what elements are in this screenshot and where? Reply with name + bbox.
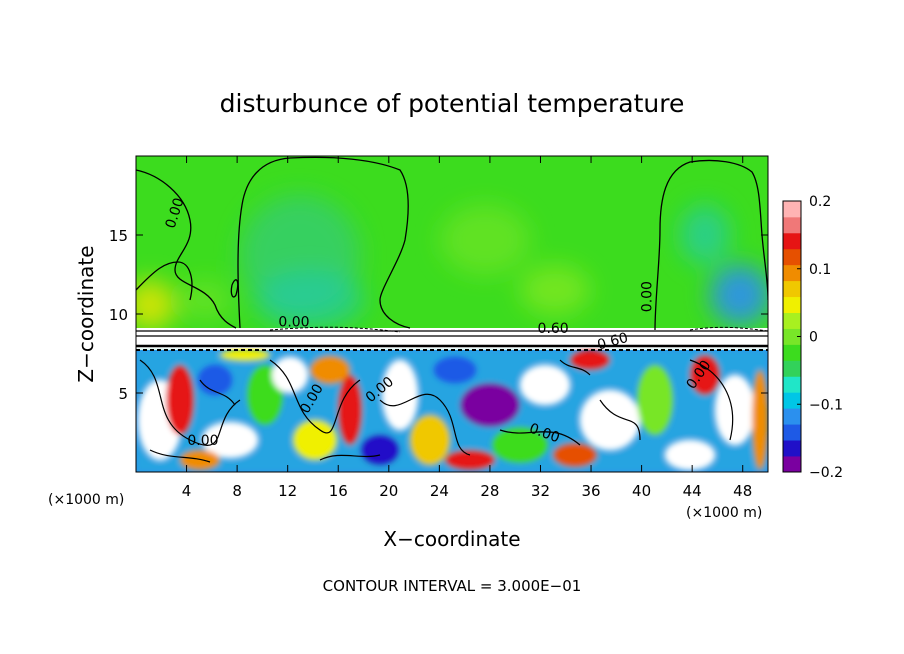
mid-band-lines [136,326,768,351]
x-tick-label: 36 [581,482,600,500]
x-tick-label: 48 [733,482,752,500]
upper-field-shading [136,195,768,330]
colorbar-swatch [783,201,801,218]
y-tick-label: 10 [109,306,128,324]
x-tick-label: 40 [632,482,651,500]
colorbar-tick-label: 0 [809,330,818,346]
y-axis-label: Z−coordinate [74,245,98,382]
colorbar-swatch [783,456,801,473]
colorbar-tick-label: −0.2 [809,465,843,481]
x-tick-label: 20 [379,482,398,500]
mid-band [136,328,768,348]
colorbar-swatch [783,216,801,234]
x-tick-label: 16 [329,482,348,500]
colorbar-tick-label: 0.1 [809,262,831,278]
contour-label: 0.00 [278,315,309,331]
chart-title: disturbunce of potential temperature [220,89,685,118]
colorbar-tick-label: −0.1 [809,397,843,413]
colorbar-swatch [783,440,801,457]
contour-label: 0.00 [640,281,656,312]
colorbar-swatch [783,360,801,377]
plot-field [136,156,768,472]
colorbar-swatch [783,424,801,441]
colorbar-tick-label: 0.2 [809,194,831,210]
x-tick-label: 44 [683,482,702,500]
colorbar-swatch [783,296,801,313]
contour-interval-note: CONTOUR INTERVAL = 3.000E−01 [323,577,582,595]
colorbar-swatch [783,264,801,282]
upper-field-contours [136,156,768,331]
colorbar-swatch [783,408,801,425]
x-tick-label: 12 [278,482,297,500]
colorbar-swatch [783,232,801,250]
colorbar-swatch [783,392,801,409]
colorbar-swatch [783,248,801,266]
colorbar: 0.2 0.1 0 −0.1 −0.2 [782,194,843,481]
colorbar-swatch [783,376,801,393]
x-tick-label: 8 [232,482,242,500]
x-tick-label: 24 [430,482,449,500]
contour-label: 0.60 [596,330,630,354]
y-tick-label: 5 [118,385,128,403]
x-tick-label: 32 [531,482,550,500]
colorbar-swatch [783,328,801,345]
contour-label: 0.60 [538,321,569,337]
y-tick-label: 15 [109,227,128,245]
colorbar-swatch [783,280,801,298]
x-tick-label: 28 [480,482,499,500]
x-tick-label: 4 [182,482,192,500]
x-axis-label: X−coordinate [383,527,520,551]
colorbar-swatch [783,312,801,329]
lower-field-patches [136,349,768,472]
colorbar-swatch [783,344,801,361]
x-unit-left: (×1000 m) [48,492,124,508]
contour-label: 0.00 [187,433,218,449]
lower-field-contours [139,359,734,463]
x-unit-right: (×1000 m) [686,505,762,521]
